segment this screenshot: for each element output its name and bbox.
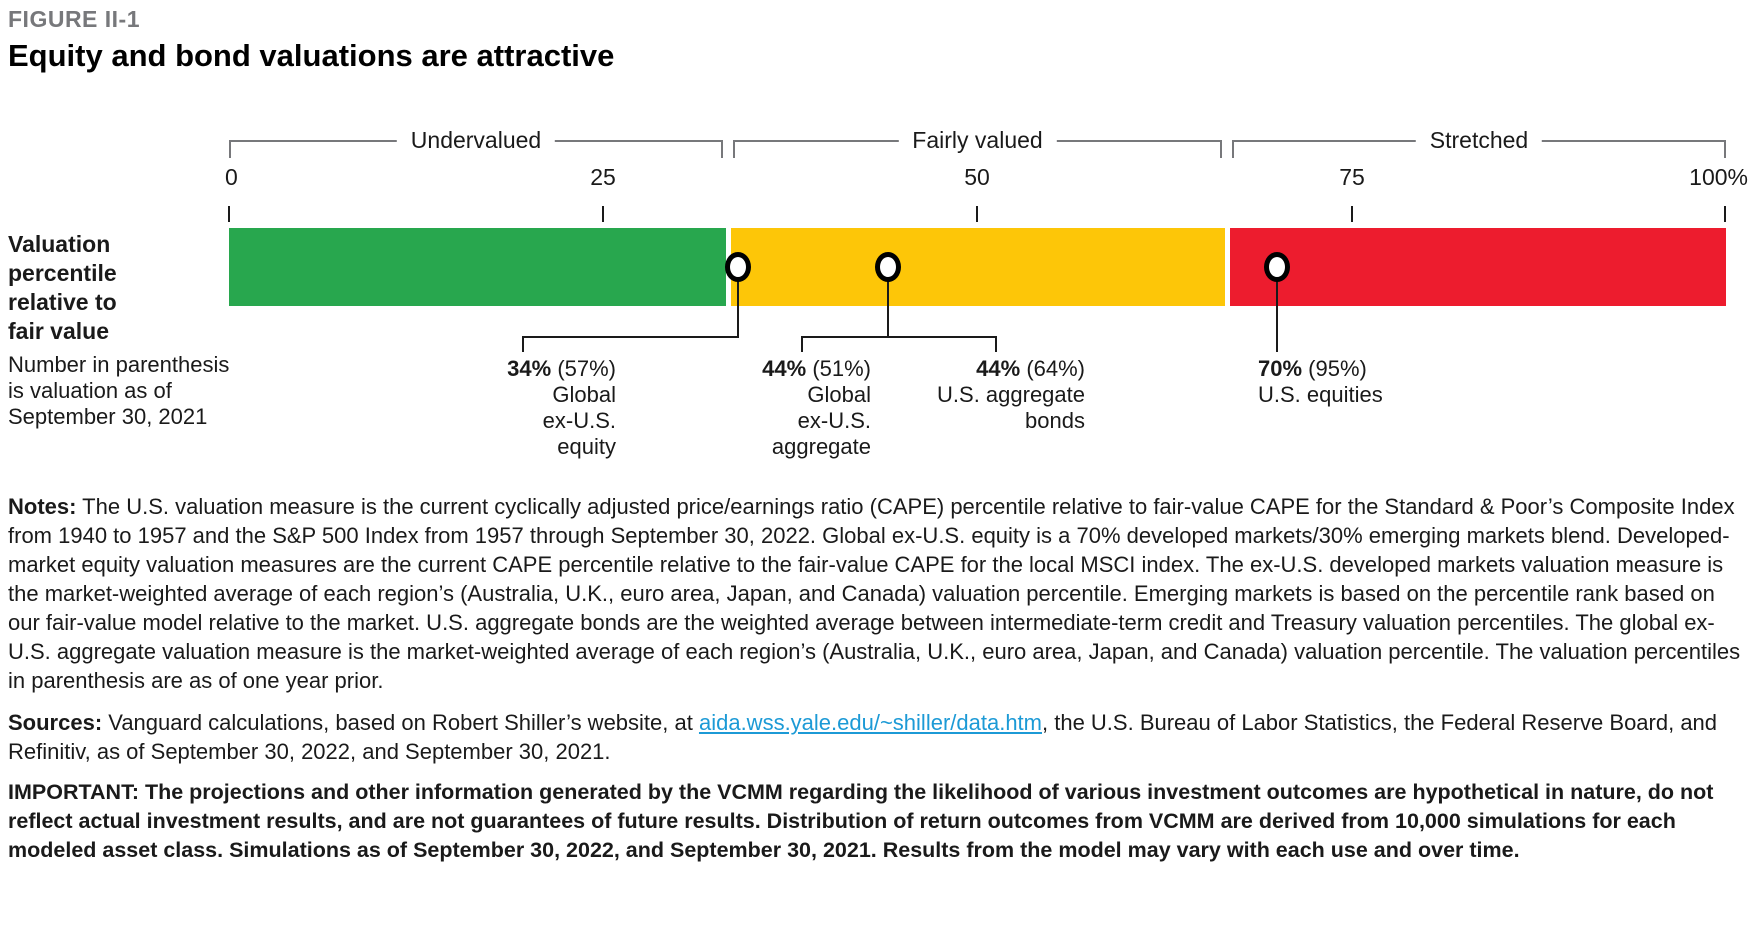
axis-tick-100 [1724, 206, 1726, 222]
callout-global-ex-us-equity: 34% (57%) Global ex-U.S. equity [416, 356, 616, 460]
callout-name-line: ex-U.S. [542, 408, 616, 433]
axis-tick-label-0: 0 [225, 164, 238, 190]
connector-44pct-fork [801, 336, 997, 338]
connector-34pct-horizontal [522, 336, 739, 338]
axis-note: Number in parenthesis is valuation as of… [8, 352, 258, 430]
callout-name-line: U.S. equities [1258, 382, 1383, 407]
connector-70pct-vertical [1276, 280, 1278, 352]
marker-us-equities-70pct [1264, 252, 1290, 282]
connector-44pct-vertical [887, 280, 889, 336]
callout-name-line: ex-U.S. [797, 408, 871, 433]
connector-34pct-drop [522, 338, 524, 352]
notes-paragraph: Notes: The U.S. valuation measure is the… [8, 492, 1752, 695]
bar-segment-stretched [1230, 228, 1726, 306]
figure-title: Equity and bond valuations are attractiv… [8, 38, 615, 73]
bracket-undervalued-label: Undervalued [396, 127, 556, 154]
bracket-stretched-label: Stretched [1415, 127, 1543, 154]
bar-segment-undervalued [229, 228, 726, 306]
marker-global-ex-us-equity-34pct [725, 252, 751, 282]
connector-44pct-drop-right [995, 338, 997, 352]
callout-name-line: bonds [1025, 408, 1085, 433]
sources-lead: Sources: [8, 710, 103, 735]
callout-us-equities: 70% (95%) U.S. equities [1258, 356, 1538, 408]
bar-segment-fairly-valued [731, 228, 1225, 306]
callout-global-ex-us-aggregate: 44% (51%) Global ex-U.S. aggregate [671, 356, 871, 460]
bracket-undervalued: Undervalued [229, 127, 723, 160]
axis-tick-75 [1351, 206, 1353, 222]
bracket-fairly-valued: Fairly valued [733, 127, 1222, 160]
callout-value-line: 44% (64%) [976, 356, 1085, 381]
axis-tick-label-75: 75 [1339, 164, 1365, 190]
callout-value-line: 70% (95%) [1258, 356, 1367, 381]
axis-title-line: fair value [8, 318, 109, 344]
callout-value-line: 34% (57%) [507, 356, 616, 381]
axis-note-line: September 30, 2021 [8, 404, 208, 429]
callout-name-line: U.S. aggregate [937, 382, 1085, 407]
callout-name-line: aggregate [771, 434, 871, 459]
connector-34pct-vertical [737, 280, 739, 336]
notes-text: The U.S. valuation measure is the curren… [8, 494, 1741, 693]
callout-name-line: Global [807, 382, 871, 407]
callout-value-line: 44% (51%) [762, 356, 871, 381]
marker-aggregate-bonds-44pct [875, 252, 901, 282]
axis-note-line: Number in parenthesis [8, 352, 230, 377]
callout-name-line: equity [557, 434, 616, 459]
axis-title: Valuation percentile relative to fair va… [8, 230, 218, 346]
sources-text-post: , the U.S. Bureau of Labor Statistics, t… [8, 710, 1718, 764]
axis-tick-0 [228, 206, 230, 222]
axis-title-line: percentile [8, 260, 117, 286]
important-paragraph: IMPORTANT: The projections and other inf… [8, 780, 1714, 862]
connector-44pct-drop-left [801, 338, 803, 352]
callout-us-aggregate-bonds: 44% (64%) U.S. aggregate bonds [845, 356, 1085, 434]
callout-name-line: Global [552, 382, 616, 407]
axis-tick-label-100: 100% [1689, 164, 1748, 190]
bracket-fairly-valued-label: Fairly valued [898, 127, 1057, 154]
axis-title-line: relative to [8, 289, 117, 315]
axis-tick-50 [976, 206, 978, 222]
axis-note-line: is valuation as of [8, 378, 172, 403]
notes-lead: Notes: [8, 494, 77, 519]
sources-paragraph: Sources: Vanguard calculations, based on… [8, 708, 1752, 766]
figure-label: FIGURE II-1 [8, 6, 141, 32]
axis-tick-label-50: 50 [964, 164, 990, 190]
axis-tick-25 [602, 206, 604, 222]
axis-title-line: Valuation [8, 231, 111, 257]
shiller-data-link[interactable]: aida.wss.yale.edu/~shiller/data.htm [698, 710, 1042, 735]
axis-tick-label-25: 25 [590, 164, 616, 190]
bracket-stretched: Stretched [1232, 127, 1726, 160]
sources-text-pre: Vanguard calculations, based on Robert S… [108, 710, 699, 735]
